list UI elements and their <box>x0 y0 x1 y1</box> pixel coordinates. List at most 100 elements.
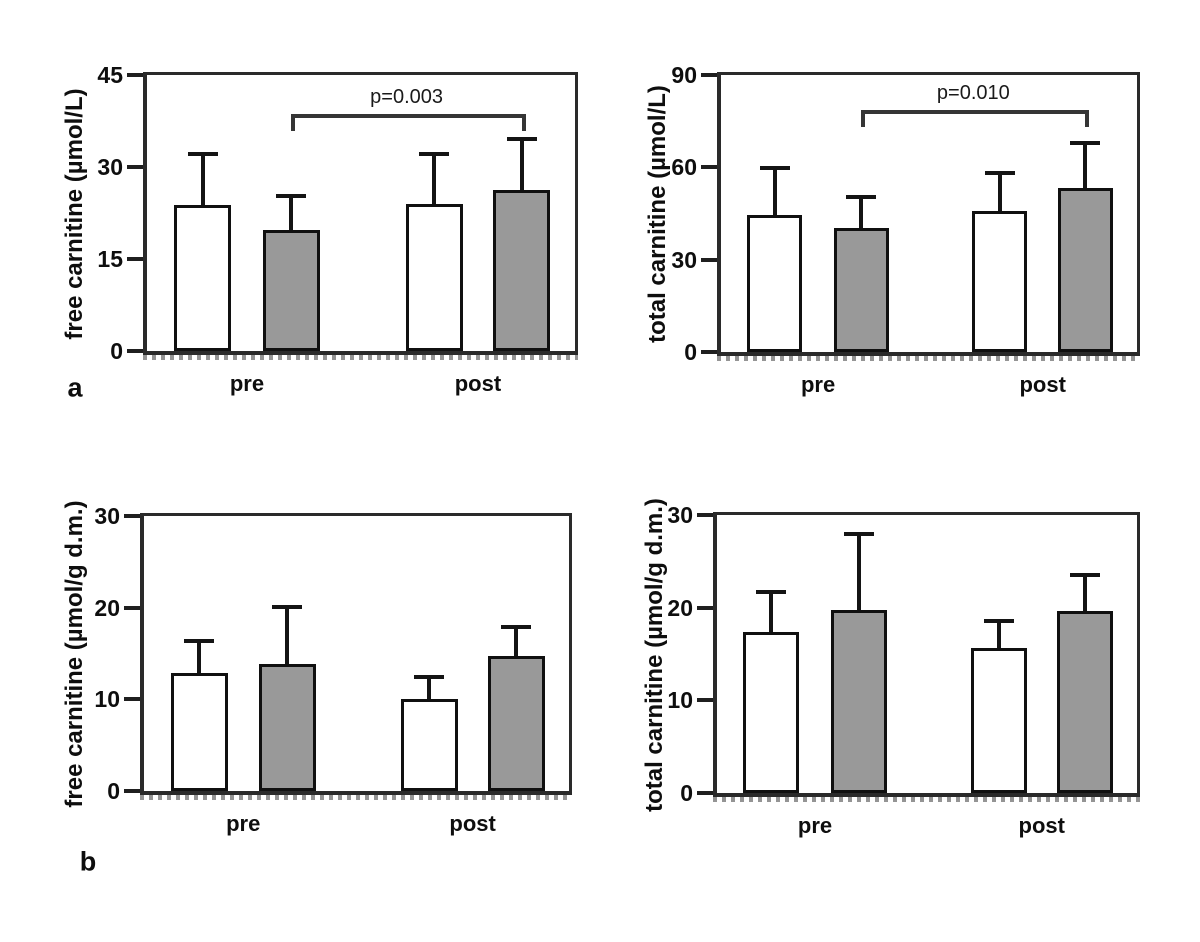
y-tick-mark <box>701 165 717 170</box>
significance-bracket-end <box>1085 110 1090 128</box>
y-tick-mark <box>697 791 713 795</box>
y-tick-label: 10 <box>94 686 120 713</box>
y-tick-mark <box>697 605 713 610</box>
x-category-label: post <box>1019 372 1066 397</box>
y-tick-mark <box>124 514 140 518</box>
significance-bracket-end <box>291 114 296 132</box>
y-tick-label: 0 <box>110 338 123 364</box>
gray-bar-post <box>1056 611 1113 793</box>
x-category-label: pre <box>229 371 265 396</box>
plot-frame <box>143 72 578 355</box>
x-category-label: post <box>454 371 502 396</box>
y-tick-label: 30 <box>667 502 693 528</box>
error-bar-stem <box>859 196 864 230</box>
white-bar-post <box>400 699 458 791</box>
error-bar-stem <box>427 677 431 702</box>
y-tick-label: 0 <box>684 339 697 365</box>
error-bar-stem <box>772 167 777 218</box>
white-bar-pre <box>174 205 232 351</box>
error-bar-cap <box>187 151 218 156</box>
error-bar-stem <box>856 533 861 612</box>
error-bar-stem <box>197 640 202 675</box>
y-tick-label: 30 <box>97 154 123 180</box>
p-value-label: p=0.003 <box>370 86 444 109</box>
y-tick-label: 20 <box>94 594 120 621</box>
gray-bar-pre <box>833 227 889 352</box>
gray-bar-pre <box>258 663 316 791</box>
y-axis-title: total carnitine (µmol/g d.m.) <box>641 497 668 812</box>
error-bar-cap <box>184 638 215 643</box>
white-bar-pre <box>747 215 803 352</box>
p-value-label: p=0.010 <box>936 82 1010 105</box>
error-bar-cap <box>419 152 449 157</box>
y-tick-label: 15 <box>97 246 123 272</box>
error-bar-stem <box>289 196 294 232</box>
significance-bracket <box>861 110 1086 115</box>
y-tick-label: 0 <box>680 780 693 806</box>
y-tick-mark <box>697 513 713 517</box>
error-bar-cap <box>756 589 787 594</box>
error-bar-cap <box>759 165 790 170</box>
y-tick-mark <box>124 605 140 610</box>
gray-bar-pre <box>262 229 320 351</box>
y-tick-label: 0 <box>107 778 120 804</box>
gray-bar-pre <box>830 609 887 793</box>
gray-bar-post <box>1057 187 1113 352</box>
error-bar-stem <box>1082 575 1087 614</box>
x-axis-minor-ticks <box>713 797 1140 802</box>
y-tick-label: 90 <box>671 62 697 88</box>
error-bar-cap <box>272 604 303 609</box>
panel-letter-a: a <box>67 372 83 403</box>
y-tick-mark <box>701 73 717 77</box>
y-tick-label: 60 <box>671 154 697 181</box>
white-bar-pre <box>170 672 228 791</box>
y-tick-label: 10 <box>667 687 693 714</box>
error-bar-cap <box>1070 140 1101 145</box>
x-axis-minor-ticks <box>140 795 572 800</box>
y-tick-label: 30 <box>94 503 120 529</box>
error-bar-stem <box>997 173 1002 214</box>
significance-bracket <box>291 114 522 119</box>
y-tick-mark <box>127 257 143 261</box>
error-bar-stem <box>285 606 290 666</box>
plot-frame <box>713 512 1140 797</box>
error-bar-cap <box>843 531 874 536</box>
y-tick-mark <box>701 257 717 262</box>
y-tick-mark <box>127 349 143 353</box>
error-bar-cap <box>983 618 1014 623</box>
x-category-label: post <box>449 811 496 836</box>
error-bar-stem <box>514 626 519 659</box>
x-axis-minor-ticks <box>717 356 1140 361</box>
white-bar-post <box>970 648 1027 793</box>
y-tick-label: 45 <box>97 62 123 88</box>
y-tick-mark <box>127 165 143 169</box>
white-bar-post <box>405 204 463 351</box>
y-tick-label: 30 <box>671 246 697 273</box>
y-tick-mark <box>697 698 713 703</box>
error-bar-cap <box>846 194 877 199</box>
plot-frame <box>717 72 1140 356</box>
gray-bar-post <box>487 656 545 791</box>
x-category-label: pre <box>226 811 261 836</box>
y-tick-mark <box>124 697 140 702</box>
plot-frame <box>140 513 572 795</box>
error-bar-stem <box>432 154 436 207</box>
significance-bracket-end <box>861 110 866 128</box>
error-bar-stem <box>200 153 205 208</box>
y-tick-mark <box>127 73 143 77</box>
gray-bar-post <box>493 190 551 351</box>
white-bar-pre <box>743 631 800 793</box>
error-bar-cap <box>276 194 307 199</box>
error-bar-cap <box>506 136 537 141</box>
y-tick-mark <box>701 350 717 354</box>
y-tick-mark <box>124 789 140 793</box>
x-category-label: pre <box>797 813 833 838</box>
error-bar-cap <box>984 171 1015 176</box>
error-bar-cap <box>1069 573 1100 578</box>
significance-bracket-end <box>521 114 526 132</box>
error-bar-stem <box>1083 142 1088 190</box>
white-bar-post <box>972 211 1028 352</box>
error-bar-stem <box>519 138 524 193</box>
x-category-label: pre <box>800 372 836 397</box>
